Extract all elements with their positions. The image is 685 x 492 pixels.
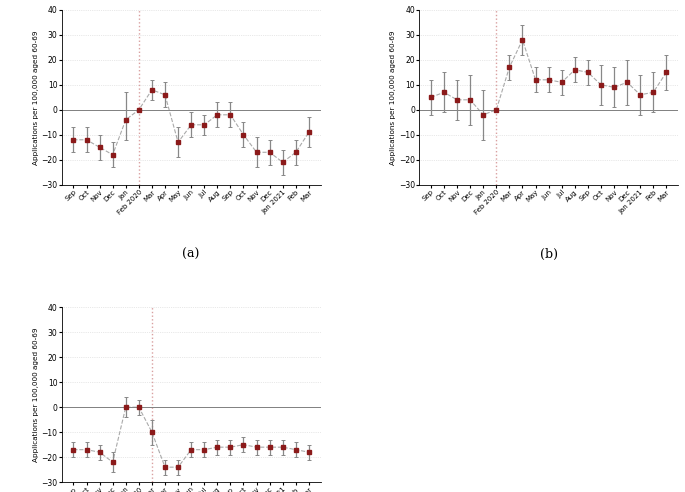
Text: (b): (b): [540, 248, 558, 261]
Text: (a): (a): [182, 248, 200, 261]
Y-axis label: Applications per 100,000 aged 60-69: Applications per 100,000 aged 60-69: [33, 328, 38, 462]
Y-axis label: Applications per 100,000 aged 60-69: Applications per 100,000 aged 60-69: [33, 30, 38, 164]
Y-axis label: Applications per 100,000 aged 60-69: Applications per 100,000 aged 60-69: [390, 30, 396, 164]
